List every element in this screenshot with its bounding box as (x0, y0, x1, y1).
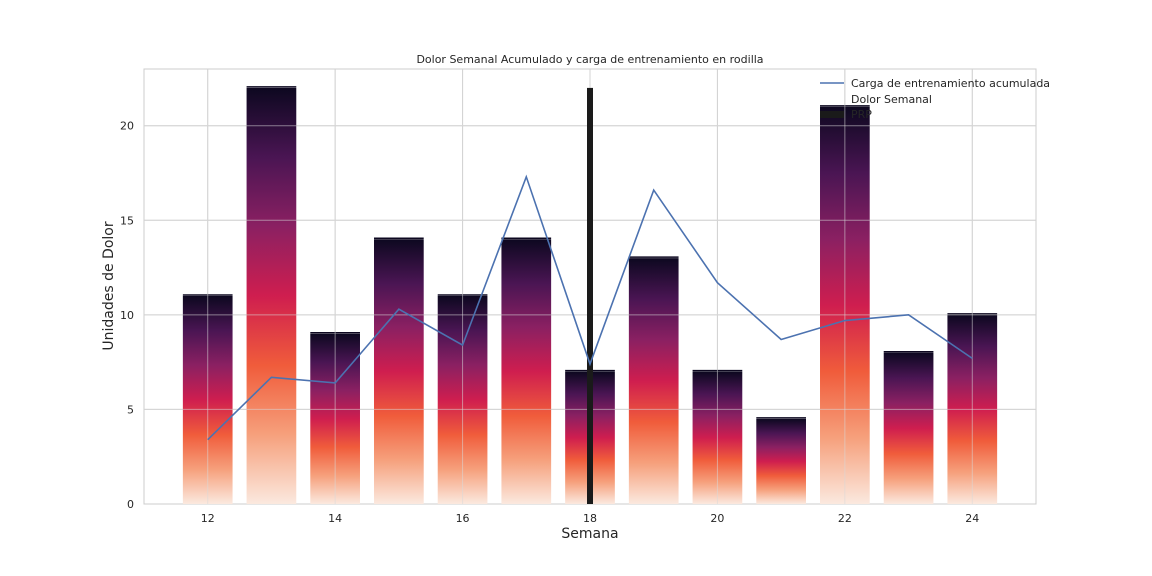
y-tick-label: 5 (127, 403, 134, 416)
x-tick-label: 20 (710, 512, 724, 525)
bar-week-19 (628, 258, 679, 504)
legend: Carga de entrenamiento acumulada Dolor Se… (820, 77, 1050, 121)
y-tick-label: 10 (120, 309, 134, 322)
y-tick-label: 15 (120, 214, 134, 227)
y-axis-title: Unidades de Dolor (101, 221, 117, 350)
y-ticks: 0 5 10 15 20 (120, 120, 134, 511)
bar-week-21 (756, 418, 806, 504)
x-tick-label: 24 (965, 512, 979, 525)
legend-swatch-prp (820, 111, 844, 118)
line-group (207, 174, 973, 441)
x-axis-title: Semana (561, 526, 618, 542)
x-tick-label: 18 (583, 512, 597, 525)
legend-label-dolor: Dolor Semanal (851, 93, 932, 106)
prp-marker (587, 87, 593, 505)
x-ticks: 12 14 16 18 20 22 24 (201, 512, 980, 525)
prp-marker-group (144, 69, 1036, 505)
y-tick-label: 20 (120, 120, 134, 133)
line-carga-entrenamiento (207, 174, 973, 441)
y-tick-label: 0 (127, 498, 134, 511)
chart-title: Dolor Semanal Acumulado y carga de entre… (416, 53, 763, 66)
x-tick-label: 12 (201, 512, 215, 525)
bar-week-23 (883, 352, 934, 504)
bar-week-15 (374, 239, 424, 504)
legend-label-prp: PRP (851, 108, 872, 121)
bar-week-13 (246, 87, 297, 505)
bar-week-17 (501, 239, 552, 504)
legend-label-carga: Carga de entrenamiento acumulada (851, 77, 1050, 90)
x-tick-label: 14 (328, 512, 342, 525)
x-tick-label: 22 (838, 512, 852, 525)
x-tick-label: 16 (456, 512, 470, 525)
